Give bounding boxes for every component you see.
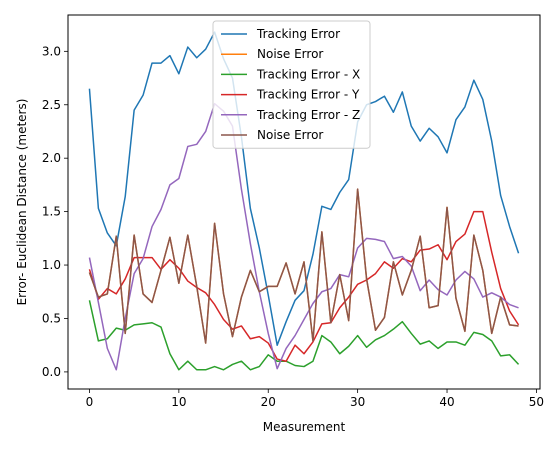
legend-label-2: Tracking Error - X (256, 67, 360, 81)
y-axis-ticks: 0.0 0.5 1.0 1.5 2.0 2.5 3.0 (42, 44, 68, 379)
y-tick-label: 0.5 (42, 311, 61, 325)
legend-label-5: Noise Error (257, 128, 323, 142)
legend-label-1: Noise Error (257, 47, 323, 61)
y-tick-label: 3.0 (42, 44, 61, 58)
series-line-4 (88, 102, 519, 371)
legend-box (212, 20, 371, 149)
x-tick-label: 10 (171, 395, 186, 409)
y-tick-label: 1.0 (42, 258, 61, 272)
series-line-2 (88, 300, 520, 371)
plot-lines (88, 31, 520, 371)
y-axis-label: Error- Euclidean Distance (meters) (15, 99, 29, 306)
legend-label-3: Tracking Error - Y (256, 88, 360, 102)
legend-label-4: Tracking Error - Z (256, 108, 360, 122)
x-axis-ticks: 0 10 20 30 40 50 (86, 389, 544, 409)
x-tick-label: 0 (86, 395, 94, 409)
legend-label-0: Tracking Error (256, 27, 340, 41)
plot-frame (67, 14, 541, 390)
y-tick-label: 1.5 (42, 205, 61, 219)
y-tick-label: 2.0 (42, 151, 61, 165)
y-tick-label: 0.0 (42, 365, 61, 379)
x-axis-label: Measurement (263, 420, 346, 434)
series-line-0 (88, 31, 520, 346)
x-tick-label: 40 (439, 395, 454, 409)
x-tick-label: 30 (350, 395, 365, 409)
x-tick-label: 50 (529, 395, 544, 409)
y-tick-label: 2.5 (42, 98, 61, 112)
legend: Tracking Error Noise Error Tracking Error … (212, 20, 371, 149)
x-tick-label: 20 (261, 395, 276, 409)
series-line-5 (88, 188, 519, 344)
